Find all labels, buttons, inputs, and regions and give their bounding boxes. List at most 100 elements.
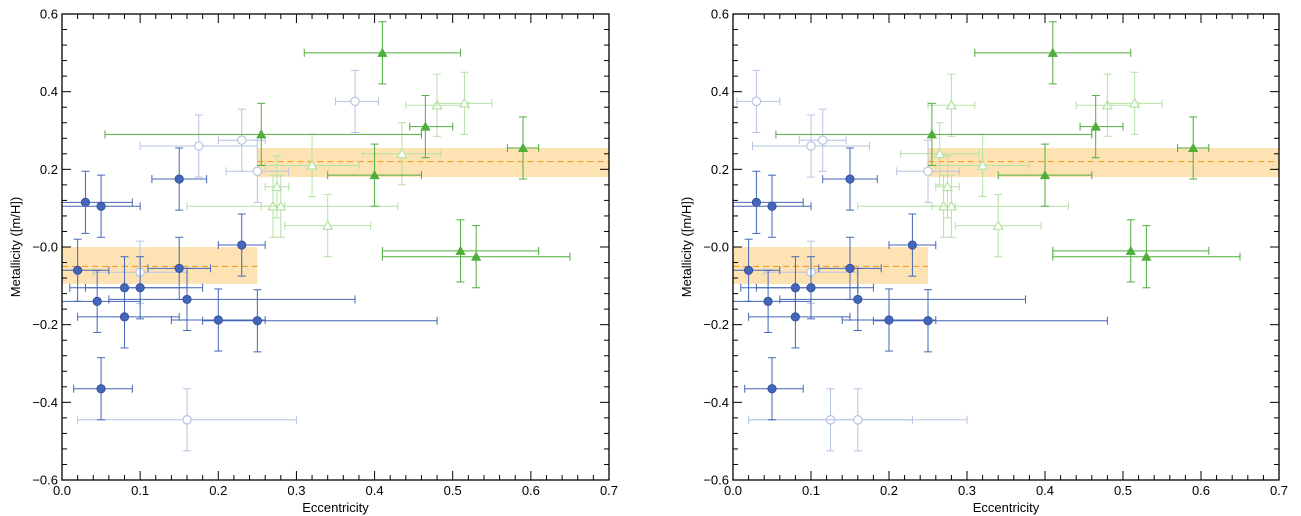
circle-marker xyxy=(73,265,83,275)
y-tick-label: 0.4 xyxy=(711,84,729,99)
y-tick-label: −0.0 xyxy=(32,240,58,255)
data-point xyxy=(84,256,204,320)
circle-marker xyxy=(751,96,762,107)
circle-marker xyxy=(806,283,816,293)
circle-marker xyxy=(96,384,106,394)
circle-marker xyxy=(193,141,204,151)
data-point xyxy=(104,102,422,166)
circle-marker xyxy=(182,294,192,305)
confidence-band xyxy=(928,147,1279,178)
y-tick-label: −0.6 xyxy=(703,473,729,488)
data-point xyxy=(888,213,937,277)
circle-marker xyxy=(237,240,247,250)
data-point xyxy=(1177,116,1210,180)
data-point xyxy=(748,285,851,349)
data-point xyxy=(733,269,812,333)
data-point xyxy=(147,236,211,300)
triangle-marker xyxy=(455,245,466,255)
data-point xyxy=(506,116,540,180)
data-point xyxy=(436,71,493,135)
data-point xyxy=(857,174,1069,238)
x-axis: 0.0 0.1 0.2 0.3 0.4 0.5 0.6 0.7 xyxy=(724,14,1288,498)
circle-marker xyxy=(923,316,933,326)
data-point xyxy=(381,219,540,283)
triangle-marker xyxy=(945,99,958,110)
data-point xyxy=(752,114,870,178)
data-point xyxy=(997,143,1093,207)
y-tick-label: −0.2 xyxy=(703,317,729,332)
circle-marker xyxy=(350,96,360,107)
y-tick-label: −0.4 xyxy=(703,395,729,410)
data-point xyxy=(798,108,847,172)
circle-marker xyxy=(252,316,262,326)
y-axis-title: Metallicity ([m/H]) xyxy=(8,197,23,297)
data-point xyxy=(139,114,258,178)
triangle-marker xyxy=(941,180,954,192)
triangle-marker xyxy=(976,159,989,170)
data-point xyxy=(151,147,208,211)
data-point xyxy=(927,73,976,137)
y-tick-label: 0.6 xyxy=(711,7,729,22)
triangle-marker xyxy=(322,219,334,230)
circle-marker xyxy=(852,415,863,425)
data-point xyxy=(62,170,133,234)
data-point xyxy=(733,170,804,234)
x-axis-title: Eccentricity xyxy=(973,500,1040,515)
data-point xyxy=(77,285,180,349)
plot-area xyxy=(62,21,609,452)
data-point xyxy=(900,122,980,186)
triangle-marker xyxy=(420,121,431,131)
circle-marker xyxy=(92,296,102,306)
circle-marker xyxy=(763,296,773,306)
confidence-band xyxy=(257,147,609,178)
data-point xyxy=(775,102,1093,166)
data-point xyxy=(744,357,804,421)
circle-marker xyxy=(751,197,762,207)
triangle-marker xyxy=(396,147,408,159)
x-tick-label: 0.4 xyxy=(366,483,384,498)
triangle-marker xyxy=(1039,169,1051,180)
data-point xyxy=(1052,225,1241,289)
triangle-marker xyxy=(458,97,471,108)
y-tick-label: −0.4 xyxy=(32,395,58,410)
circle-marker xyxy=(817,135,828,146)
x-tick-label: 0.1 xyxy=(131,483,149,498)
triangle-marker xyxy=(471,251,482,261)
circle-marker xyxy=(252,166,263,177)
circle-marker xyxy=(884,315,894,325)
y-tick-label: −0.6 xyxy=(32,473,58,488)
data-point xyxy=(822,147,878,211)
x-tick-label: 0.1 xyxy=(802,483,820,498)
data-point xyxy=(974,21,1132,85)
triangle-marker xyxy=(1090,121,1101,131)
circle-marker xyxy=(174,263,184,273)
circle-marker xyxy=(907,240,918,250)
data-point xyxy=(733,174,812,238)
circle-marker xyxy=(845,263,855,273)
data-point xyxy=(872,289,1108,353)
x-tick-label: 0.0 xyxy=(724,483,742,498)
data-point xyxy=(841,288,937,352)
y-tick-label: −0.2 xyxy=(32,317,58,332)
data-point xyxy=(284,194,372,258)
y-axis-title: Metallicity ([m/H]) xyxy=(679,197,694,297)
data-point xyxy=(77,388,297,452)
data-point xyxy=(755,256,874,320)
triangle-marker xyxy=(369,169,380,180)
triangle-marker xyxy=(934,147,946,159)
x-tick-label: 0.3 xyxy=(958,483,976,498)
data-point xyxy=(73,357,133,421)
triangle-marker xyxy=(1141,251,1152,261)
circle-marker xyxy=(119,312,130,322)
data-point xyxy=(954,194,1042,258)
triangle-marker xyxy=(377,47,388,57)
data-point xyxy=(1052,219,1210,283)
triangle-marker xyxy=(256,129,267,139)
data-point xyxy=(381,225,571,289)
data-point xyxy=(303,21,462,85)
y-tick-label: 0.2 xyxy=(711,162,729,177)
triangle-marker xyxy=(1129,97,1141,108)
data-point xyxy=(409,95,454,159)
data-point xyxy=(62,174,141,238)
